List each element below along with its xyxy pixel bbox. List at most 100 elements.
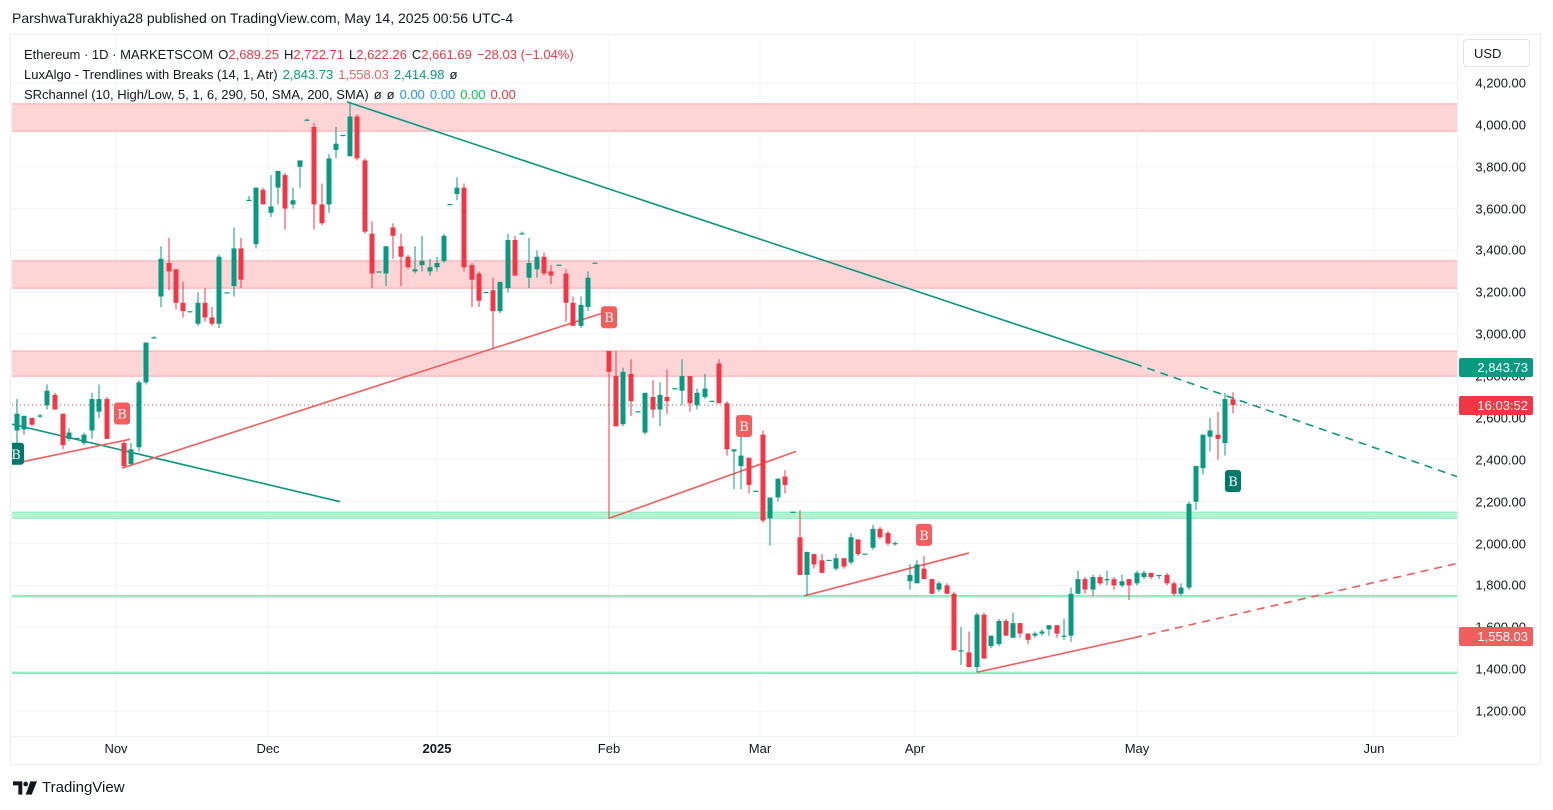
candle bbox=[642, 392, 648, 433]
candle bbox=[760, 434, 766, 521]
candle bbox=[209, 317, 215, 324]
candle bbox=[383, 246, 389, 274]
candle bbox=[195, 302, 201, 324]
candle bbox=[434, 263, 440, 268]
candle bbox=[238, 248, 244, 280]
candle bbox=[981, 614, 987, 659]
candle bbox=[282, 175, 288, 209]
candle bbox=[412, 269, 418, 272]
candle bbox=[180, 302, 186, 312]
trendline bbox=[1133, 562, 1457, 639]
time-tick-label: Jun bbox=[1363, 741, 1385, 756]
candle bbox=[497, 281, 503, 312]
candle bbox=[333, 143, 339, 150]
candle bbox=[297, 160, 303, 167]
candle bbox=[1126, 579, 1132, 586]
candle bbox=[870, 528, 876, 548]
lower-trendline-price-badge: 1,558.03 bbox=[1459, 627, 1533, 647]
candle bbox=[1082, 579, 1088, 590]
candle bbox=[716, 363, 722, 404]
resistance-zone bbox=[12, 260, 1457, 289]
candle bbox=[592, 262, 598, 264]
symbol-title[interactable]: Ethereum · 1D · MARKETSCOM bbox=[24, 47, 214, 62]
price-tick-label: 3,000.00 bbox=[1475, 326, 1526, 342]
candle bbox=[819, 560, 825, 573]
candle bbox=[534, 256, 540, 270]
bar-countdown-badge: 16:03:52 bbox=[1459, 396, 1533, 416]
candle bbox=[892, 543, 898, 545]
price-axis[interactable]: 4,200.00 4,000.00 3,800.00 3,600.00 3,400.00… bbox=[1457, 36, 1540, 736]
candle bbox=[585, 277, 591, 307]
tradingview-logo[interactable]: TradingView bbox=[13, 779, 125, 796]
candle bbox=[290, 200, 296, 205]
svg-text:B: B bbox=[1228, 475, 1238, 490]
candle bbox=[14, 413, 20, 431]
support-zone bbox=[12, 512, 1457, 519]
candle bbox=[988, 635, 994, 647]
candle bbox=[29, 417, 35, 425]
candle bbox=[260, 189, 266, 205]
candle bbox=[1061, 635, 1067, 637]
candle bbox=[606, 350, 612, 372]
price-tick-label: 3,800.00 bbox=[1475, 159, 1526, 175]
candle bbox=[1141, 572, 1147, 578]
candle bbox=[390, 227, 396, 236]
time-tick-label: Apr bbox=[904, 741, 926, 756]
candle bbox=[966, 652, 972, 668]
candle bbox=[369, 233, 375, 274]
candle bbox=[620, 371, 626, 425]
time-tick-label: Nov bbox=[104, 741, 128, 756]
candle bbox=[1193, 466, 1199, 502]
chart-plot-area[interactable]: B B B B B B bbox=[12, 36, 1457, 736]
price-change: −28.03 (−1.04%) bbox=[476, 47, 574, 62]
indicator-luxalgo-name[interactable]: LuxAlgo - Trendlines with Breaks (14, 1,… bbox=[24, 67, 278, 82]
bear-break-marker: B bbox=[601, 306, 617, 329]
bear-break-marker: B bbox=[736, 415, 752, 438]
bull-break-marker: B bbox=[12, 442, 24, 465]
candle bbox=[885, 533, 891, 544]
candle bbox=[746, 457, 752, 485]
candle bbox=[136, 382, 142, 448]
candle bbox=[731, 449, 737, 452]
trendline bbox=[346, 101, 1135, 365]
candle bbox=[657, 394, 663, 410]
candle bbox=[548, 271, 554, 276]
candle bbox=[1068, 593, 1074, 636]
candle bbox=[578, 304, 584, 326]
candle bbox=[687, 376, 693, 404]
candle bbox=[454, 187, 460, 194]
currency-button[interactable]: USD bbox=[1463, 39, 1530, 67]
price-tick-label: 1,200.00 bbox=[1475, 703, 1526, 719]
tradingview-brand-text: TradingView bbox=[42, 779, 125, 796]
candle bbox=[1054, 625, 1060, 634]
candle bbox=[166, 263, 172, 272]
trendline bbox=[121, 312, 603, 469]
indicator-srchannel-name[interactable]: SRchannel (10, High/Low, 5, 1, 6, 290, 5… bbox=[24, 87, 369, 102]
time-axis[interactable]: Nov Dec 2025 Feb Mar Apr May Jun bbox=[12, 736, 1457, 765]
time-tick-label: Mar bbox=[748, 741, 772, 756]
resistance-zone bbox=[12, 103, 1457, 132]
candle bbox=[804, 551, 810, 575]
trendline bbox=[12, 438, 131, 465]
candle bbox=[944, 585, 950, 594]
candle bbox=[672, 388, 678, 390]
candle bbox=[855, 539, 861, 554]
bear-break-marker: B bbox=[114, 402, 130, 425]
candle bbox=[775, 478, 781, 498]
candle bbox=[21, 415, 27, 430]
candle bbox=[635, 411, 641, 413]
candle bbox=[319, 204, 325, 224]
price-tick-label: 2,400.00 bbox=[1475, 452, 1526, 468]
trendline bbox=[976, 636, 1135, 674]
candle bbox=[158, 258, 164, 297]
candle bbox=[628, 373, 634, 402]
bear-break-marker: B bbox=[916, 523, 932, 546]
candle bbox=[767, 497, 773, 519]
price-tick-label: 3,200.00 bbox=[1475, 284, 1526, 300]
candle bbox=[1171, 583, 1177, 594]
candle bbox=[405, 256, 411, 268]
candle bbox=[1075, 579, 1081, 594]
candle bbox=[1090, 577, 1096, 590]
chart-legend: Ethereum · 1D · MARKETSCOM O2,689.25 H2,72… bbox=[24, 45, 584, 105]
svg-text:B: B bbox=[12, 448, 21, 463]
